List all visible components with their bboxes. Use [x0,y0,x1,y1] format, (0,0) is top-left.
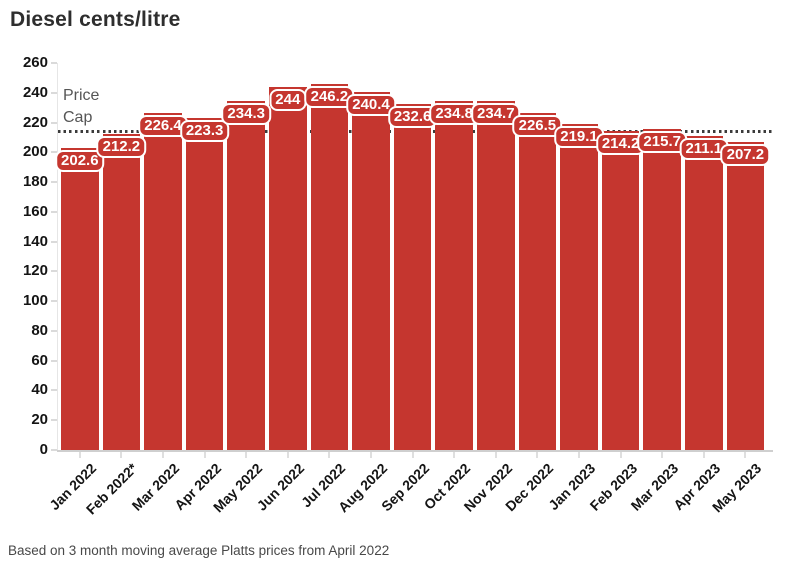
x-tick [328,452,331,458]
bar-value-label: 226.4 [138,115,188,137]
bar [227,101,265,450]
bar [477,100,515,450]
y-axis-label: 220 [22,113,48,131]
bar [643,128,681,450]
y-tick [51,389,57,392]
bar-value-label: 202.6 [55,150,105,173]
y-tick [51,121,57,124]
y-axis-label: 140 [22,232,48,250]
bar [518,112,557,450]
bar [185,117,224,450]
bar [685,135,723,450]
bar [102,134,141,450]
bar [601,131,640,450]
x-tick [411,452,414,458]
price-cap-label: Price Cap [63,87,100,126]
y-axis-label: 120 [22,262,48,280]
y-axis-label: 200 [22,143,48,161]
y-tick [51,91,57,94]
bar [144,113,182,450]
bar [435,100,473,450]
bar [61,148,99,450]
bar [560,123,598,450]
x-tick [78,452,81,458]
y-axis-label: 100 [22,292,48,310]
y-axis-label: 160 [22,202,48,220]
x-tick [162,452,164,458]
y-axis-label: 240 [22,83,48,101]
y-tick [51,449,57,451]
bar [269,86,307,450]
y-tick [51,62,57,64]
bar-value-label: 234.8 [429,102,479,125]
bar [393,103,432,450]
y-tick [51,419,57,422]
y-tick [51,151,57,154]
bar-value-label: 244 [269,88,307,111]
x-tick [536,452,539,458]
y-axis-label: 260 [22,54,48,71]
y-axis-label: 60 [31,351,48,369]
bar-value-label: 211.1 [679,137,729,160]
x-tick [453,452,456,458]
bar-value-label: 234.3 [221,103,271,126]
y-tick [51,270,57,273]
bar-value-label: 219.1 [554,125,604,148]
y-axis-label: 0 [39,441,48,458]
y-tick [51,210,57,213]
y-tick [51,181,57,184]
x-tick [744,452,747,458]
footnote: Based on 3 month moving average Platts p… [8,543,390,558]
y-axis-label: 180 [22,173,48,191]
y-axis-label: 80 [31,321,48,339]
x-tick [245,452,248,458]
bar-value-label: 215.7 [637,130,687,153]
bar-value-label: 226.5 [512,114,563,137]
y-tick [51,240,57,243]
bar-value-label: 240.4 [346,94,396,117]
bar-value-label: 223.3 [179,119,230,142]
bar-value-label: 234.7 [471,102,521,125]
bar [310,83,349,450]
x-tick [120,452,123,458]
x-tick [494,452,497,458]
bar-value-label: 207.2 [720,143,771,166]
bar [726,141,765,450]
x-tick [619,452,622,458]
x-tick [286,452,289,458]
y-tick [51,300,57,303]
x-tick [661,452,664,458]
x-tick [203,452,206,458]
x-axis-line [57,450,773,452]
bar [352,92,390,450]
bar-value-label: 214.2 [595,133,646,156]
y-tick [51,329,57,332]
y-axis-label: 40 [31,381,48,399]
x-tick [578,452,580,458]
bar-value-label: 212.2 [96,136,147,159]
y-axis-line [57,63,58,451]
chart-title: Diesel cents/litre [10,8,181,31]
y-tick [51,359,57,362]
y-axis-label: 20 [31,411,48,429]
x-tick [702,452,705,458]
x-tick [370,452,372,458]
